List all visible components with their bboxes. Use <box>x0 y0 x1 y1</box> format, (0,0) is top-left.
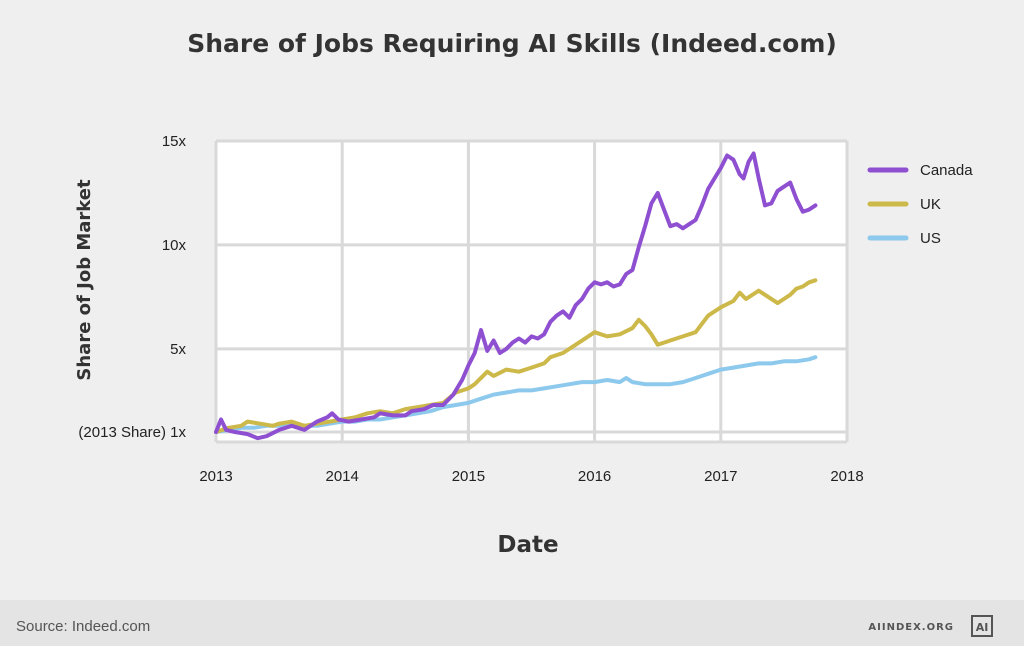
legend-label-uk: UK <box>920 196 941 213</box>
footer: Source: Indeed.com AIINDEX.ORG AI <box>0 600 1024 646</box>
legend: Canada UK US <box>867 162 973 247</box>
svg-text:AI: AI <box>976 621 989 634</box>
y-tick-label: 10x <box>162 237 187 254</box>
y-tick-label: 15x <box>162 133 187 150</box>
x-tick-label: 2016 <box>578 468 611 485</box>
series-line-us <box>214 355 818 434</box>
series-line-canada <box>214 151 818 441</box>
chart: Share of Jobs Requiring AI Skills (Indee… <box>74 29 973 558</box>
chart-title: Share of Jobs Requiring AI Skills (Indee… <box>187 29 837 58</box>
brand-name: AIINDEX.ORG <box>868 622 954 633</box>
source-note: Source: Indeed.com <box>16 618 151 635</box>
x-tick-label: 2013 <box>199 468 232 485</box>
y-tick-label: 5x <box>170 341 186 358</box>
legend-label-us: US <box>920 230 941 247</box>
y-axis-title: Share of Job Market <box>74 179 95 381</box>
x-tick-label: 2015 <box>452 468 485 485</box>
series-lines <box>214 151 818 441</box>
x-tick-label: 2014 <box>326 468 359 485</box>
y-axis-ticks: (2013 Share) 1x 5x 10x 15x <box>78 133 186 441</box>
ai-index-logo-icon: AI <box>971 615 993 637</box>
x-tick-label: 2018 <box>830 468 863 485</box>
y-tick-label: (2013 Share) 1x <box>78 424 186 441</box>
plot-area <box>216 141 847 442</box>
x-axis-title: Date <box>497 532 558 558</box>
x-axis-ticks: 2013 2014 2015 2016 2017 2018 <box>199 468 863 485</box>
legend-label-canada: Canada <box>920 162 973 179</box>
grid-lines <box>214 139 849 444</box>
series-line-uk <box>214 278 818 434</box>
x-tick-label: 2017 <box>704 468 737 485</box>
